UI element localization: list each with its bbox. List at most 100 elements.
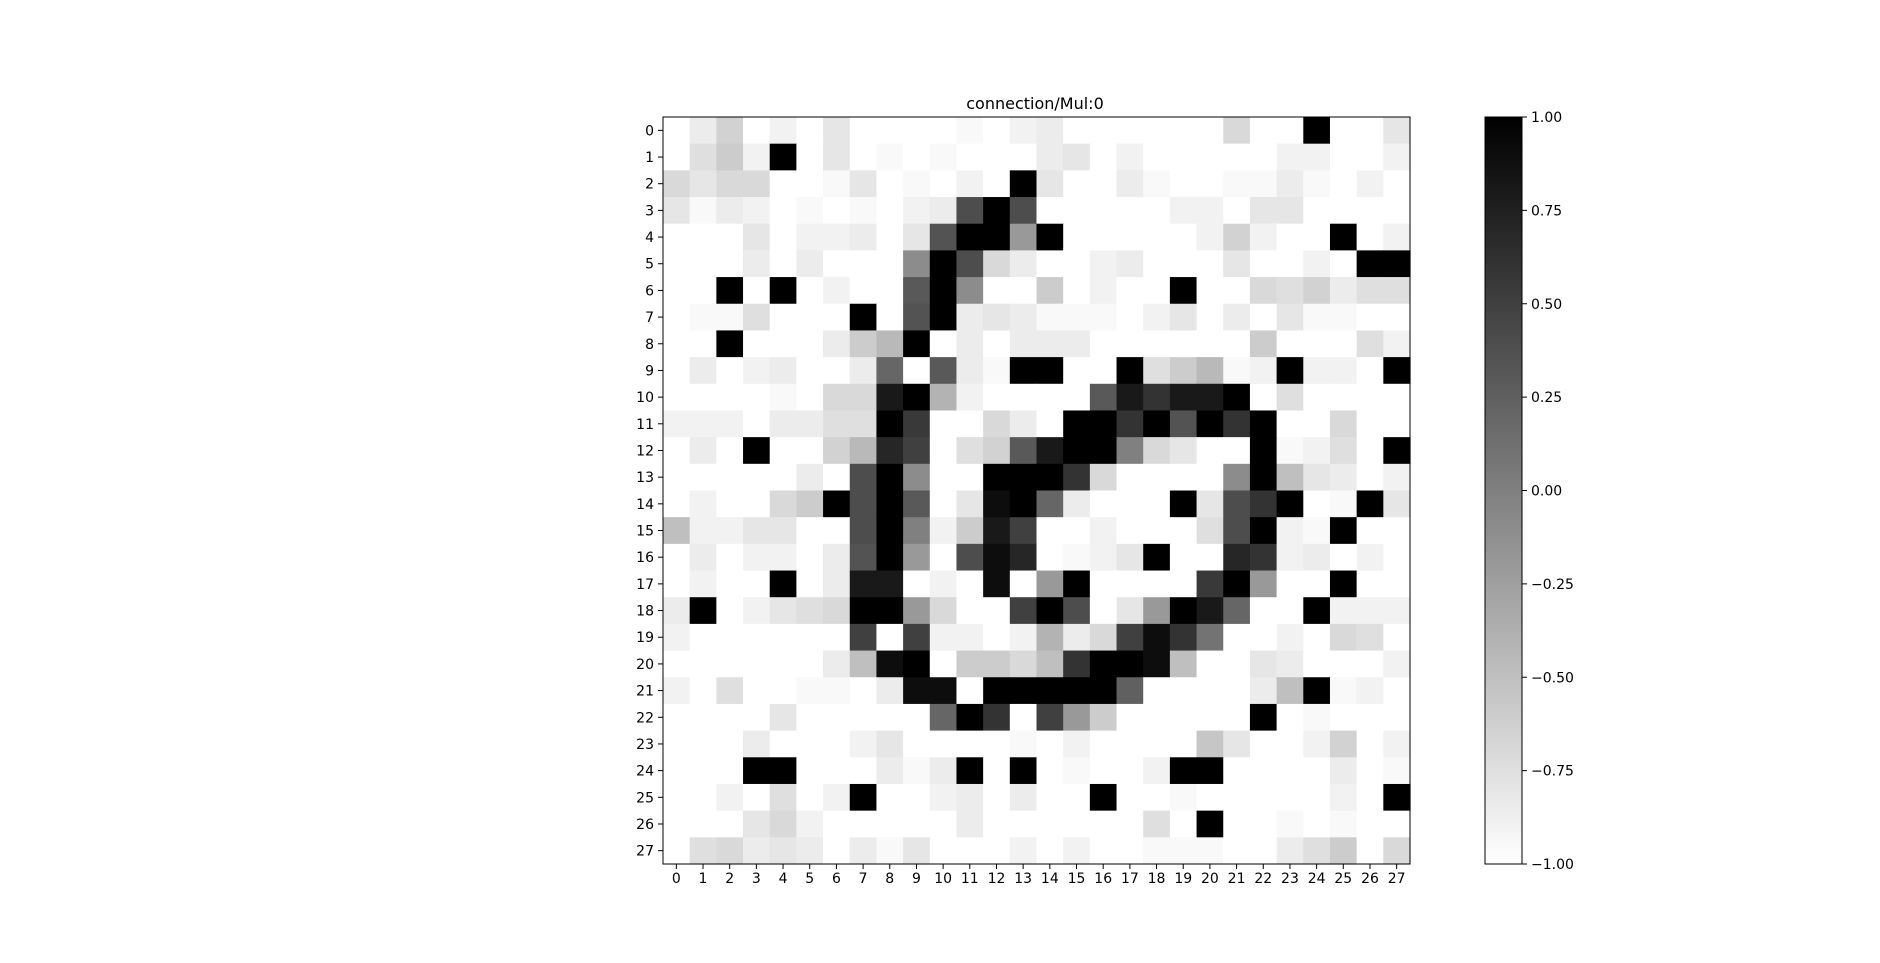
heatmap-cell — [1143, 650, 1171, 678]
heatmap-cell — [849, 223, 878, 251]
heatmap-cell — [1063, 570, 1091, 598]
heatmap-cell — [1276, 437, 1304, 465]
y-tick-label: 23 — [636, 737, 654, 753]
heatmap-cell — [1329, 570, 1358, 598]
heatmap-cell — [903, 810, 931, 838]
heatmap-cell — [1356, 197, 1384, 225]
heatmap-cell — [1143, 570, 1171, 598]
heatmap-cell — [1249, 517, 1278, 545]
heatmap-cell — [1329, 810, 1358, 838]
heatmap-cell — [929, 437, 958, 465]
heatmap-cell — [1276, 357, 1304, 385]
heatmap-cell — [823, 223, 851, 251]
heatmap-cell — [1143, 197, 1171, 225]
heatmap-cell — [796, 223, 824, 251]
heatmap-cell — [1196, 383, 1224, 412]
heatmap-cell — [823, 570, 851, 598]
heatmap-cell — [796, 143, 824, 171]
x-tick-label: 27 — [1388, 871, 1406, 887]
heatmap-cell — [1249, 170, 1278, 198]
heatmap-cell — [1116, 383, 1144, 412]
x-tick-label: 10 — [934, 871, 952, 887]
heatmap-cell — [929, 303, 958, 332]
heatmap-cell — [689, 677, 717, 705]
heatmap-cell — [1036, 490, 1064, 518]
heatmap-cell — [1009, 703, 1038, 732]
heatmap-cell — [1143, 730, 1171, 758]
heatmap-cell — [983, 783, 1011, 812]
heatmap-cell — [1089, 330, 1118, 358]
heatmap-cell — [1329, 703, 1358, 732]
y-tick-label: 27 — [636, 844, 654, 860]
heatmap-cell — [983, 623, 1011, 652]
heatmap-cell — [1009, 117, 1038, 145]
heatmap-cell — [769, 623, 797, 652]
heatmap-cell — [1223, 650, 1251, 678]
heatmap-cell — [1009, 570, 1038, 598]
heatmap-cell — [1356, 837, 1384, 865]
heatmap-cell — [1169, 250, 1198, 278]
heatmap-cell — [1383, 170, 1411, 198]
heatmap-cell — [1329, 490, 1358, 518]
x-tick-label: 12 — [988, 871, 1006, 887]
heatmap-cell — [1276, 623, 1304, 652]
heatmap-cell — [1143, 517, 1171, 545]
heatmap-cell — [1303, 730, 1331, 758]
heatmap-cell — [903, 570, 931, 598]
heatmap-cell — [1196, 677, 1224, 705]
heatmap-cell — [1116, 543, 1144, 572]
x-tick-label: 11 — [961, 871, 979, 887]
heatmap-cell — [876, 303, 904, 332]
heatmap-cell — [1063, 810, 1091, 838]
heatmap-cell — [1249, 543, 1278, 572]
heatmap-cell — [796, 570, 824, 598]
heatmap-cell — [876, 410, 904, 438]
heatmap-cell — [663, 143, 691, 171]
x-tick-label: 20 — [1201, 871, 1219, 887]
heatmap-cell — [1383, 703, 1411, 732]
heatmap-cell — [983, 357, 1011, 385]
heatmap-cell — [689, 250, 717, 278]
heatmap-cell — [796, 677, 824, 705]
heatmap-cell — [1276, 143, 1304, 171]
heatmap-cell — [1063, 490, 1091, 518]
heatmap-cell — [1116, 437, 1144, 465]
heatmap-cell — [1196, 303, 1224, 332]
heatmap-cell — [1196, 490, 1224, 518]
heatmap-cell — [769, 597, 797, 625]
heatmap-cell — [663, 117, 691, 145]
heatmap-cell — [1116, 463, 1144, 492]
heatmap-cell — [1303, 783, 1331, 812]
heatmap-cell — [1063, 463, 1091, 492]
y-tick-label: 25 — [636, 790, 654, 806]
heatmap-cell — [1276, 703, 1304, 732]
heatmap-cell — [1089, 597, 1118, 625]
y-tick-label: 19 — [636, 630, 654, 646]
heatmap-cell — [929, 250, 958, 278]
heatmap-cell — [1169, 357, 1198, 385]
x-tick-label: 19 — [1174, 871, 1192, 887]
heatmap-cell — [1383, 650, 1411, 678]
heatmap-cell — [983, 437, 1011, 465]
heatmap-cell — [1169, 170, 1198, 198]
heatmap-cell — [956, 597, 984, 625]
heatmap-cell — [903, 490, 931, 518]
heatmap-cell — [1169, 597, 1198, 625]
heatmap-cell — [1063, 517, 1091, 545]
heatmap-cell — [663, 703, 691, 732]
heatmap-cell — [663, 250, 691, 278]
heatmap-cell — [849, 650, 878, 678]
heatmap-cell — [983, 223, 1011, 251]
heatmap-cell — [1276, 837, 1304, 865]
heatmap-cell — [743, 623, 771, 652]
heatmap-cell — [1383, 197, 1411, 225]
heatmap-cell — [769, 517, 797, 545]
heatmap-cell — [1063, 117, 1091, 145]
heatmap-cell — [689, 597, 717, 625]
heatmap-cell — [823, 783, 851, 812]
heatmap-cell — [1303, 543, 1331, 572]
heatmap-cell — [1009, 303, 1038, 332]
heatmap-cell — [743, 250, 771, 278]
heatmap-cell — [1116, 650, 1144, 678]
